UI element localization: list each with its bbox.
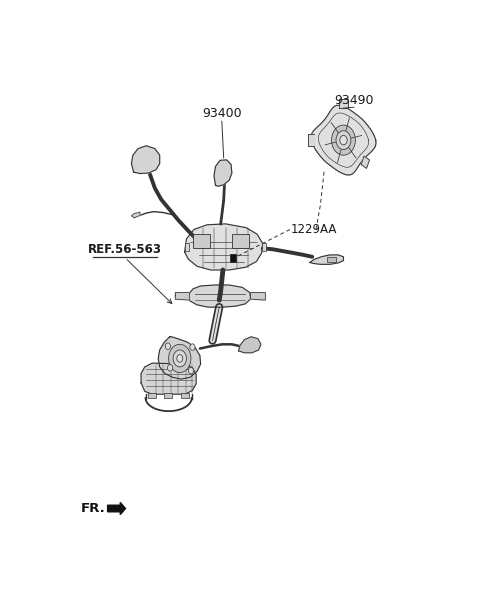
Polygon shape: [311, 105, 376, 175]
Circle shape: [336, 131, 351, 150]
Polygon shape: [310, 255, 344, 265]
Polygon shape: [361, 156, 370, 169]
FancyBboxPatch shape: [164, 393, 172, 398]
Circle shape: [168, 365, 173, 371]
Polygon shape: [132, 146, 160, 174]
FancyBboxPatch shape: [148, 393, 156, 398]
Circle shape: [332, 125, 355, 155]
Polygon shape: [251, 293, 265, 300]
Text: 93490: 93490: [334, 94, 373, 107]
Polygon shape: [158, 337, 201, 379]
Text: 1229AA: 1229AA: [290, 223, 337, 236]
Polygon shape: [132, 212, 140, 218]
Polygon shape: [141, 363, 196, 394]
FancyBboxPatch shape: [327, 257, 336, 262]
FancyBboxPatch shape: [185, 243, 189, 251]
Circle shape: [188, 367, 193, 374]
Circle shape: [168, 345, 191, 373]
Polygon shape: [185, 224, 263, 270]
Circle shape: [340, 136, 347, 145]
FancyBboxPatch shape: [230, 254, 236, 262]
Polygon shape: [188, 285, 251, 307]
Text: FR.: FR.: [81, 502, 105, 515]
FancyBboxPatch shape: [180, 393, 189, 398]
Text: REF.56-563: REF.56-563: [88, 243, 162, 256]
Polygon shape: [308, 134, 314, 146]
Circle shape: [190, 344, 195, 351]
Polygon shape: [239, 337, 261, 353]
Text: 93400: 93400: [202, 108, 241, 120]
Circle shape: [173, 350, 186, 367]
FancyArrow shape: [108, 502, 125, 514]
Circle shape: [177, 354, 183, 362]
Polygon shape: [214, 160, 232, 186]
FancyBboxPatch shape: [193, 234, 210, 248]
Circle shape: [165, 343, 170, 349]
FancyBboxPatch shape: [262, 243, 266, 251]
Polygon shape: [175, 293, 190, 300]
Polygon shape: [339, 99, 348, 108]
FancyBboxPatch shape: [232, 234, 249, 248]
